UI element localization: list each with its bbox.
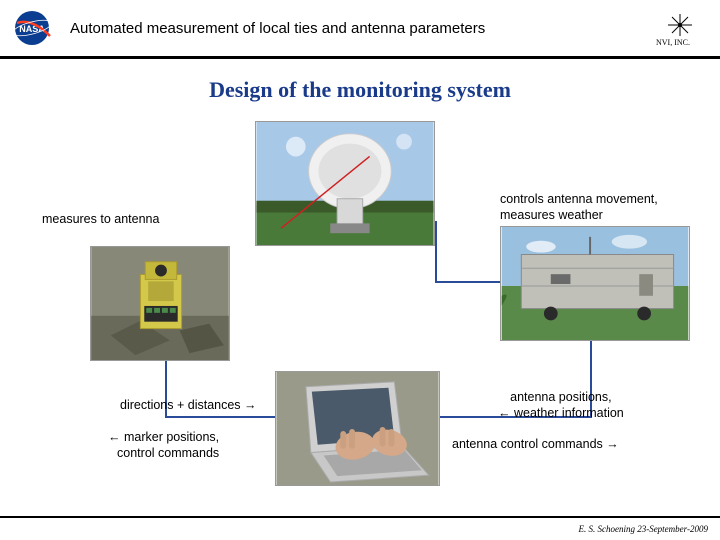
diagram-area: measures to antenna controls antenna mov… — [0, 121, 720, 521]
antenna-photo — [255, 121, 435, 246]
connector — [435, 221, 437, 281]
text: controls antenna movement, — [500, 192, 658, 206]
text: measures weather — [500, 208, 603, 222]
connector — [435, 281, 500, 283]
instrument-photo — [90, 246, 230, 361]
footer-text: E. S. Schoening 23-September-2009 — [578, 524, 708, 534]
label-measures: measures to antenna — [42, 211, 159, 227]
nasa-logo-icon: NASA — [12, 8, 62, 48]
label-marker-positions: ← marker positions, control commands — [108, 429, 219, 462]
footer-divider — [0, 516, 720, 518]
text: control commands — [117, 446, 219, 460]
label-directions: directions + distances → — [120, 397, 257, 413]
header: NASA Automated measurement of local ties… — [0, 0, 720, 59]
label-antenna-control: antenna control commands → — [452, 436, 619, 452]
connector — [165, 416, 275, 418]
main-title: Design of the monitoring system — [0, 77, 720, 103]
text: ← weather information — [498, 406, 624, 420]
nvi-logo-icon: NVI, INC. — [638, 8, 708, 48]
text: ← marker positions, — [108, 430, 219, 444]
trailer-photo — [500, 226, 690, 341]
label-controls: controls antenna movement, measures weat… — [500, 191, 658, 224]
svg-text:NVI, INC.: NVI, INC. — [656, 38, 690, 47]
label-antenna-positions: antenna positions, ← weather information — [498, 389, 624, 422]
laptop-photo — [275, 371, 440, 486]
header-title: Automated measurement of local ties and … — [70, 20, 638, 37]
text: antenna positions, — [510, 390, 611, 404]
